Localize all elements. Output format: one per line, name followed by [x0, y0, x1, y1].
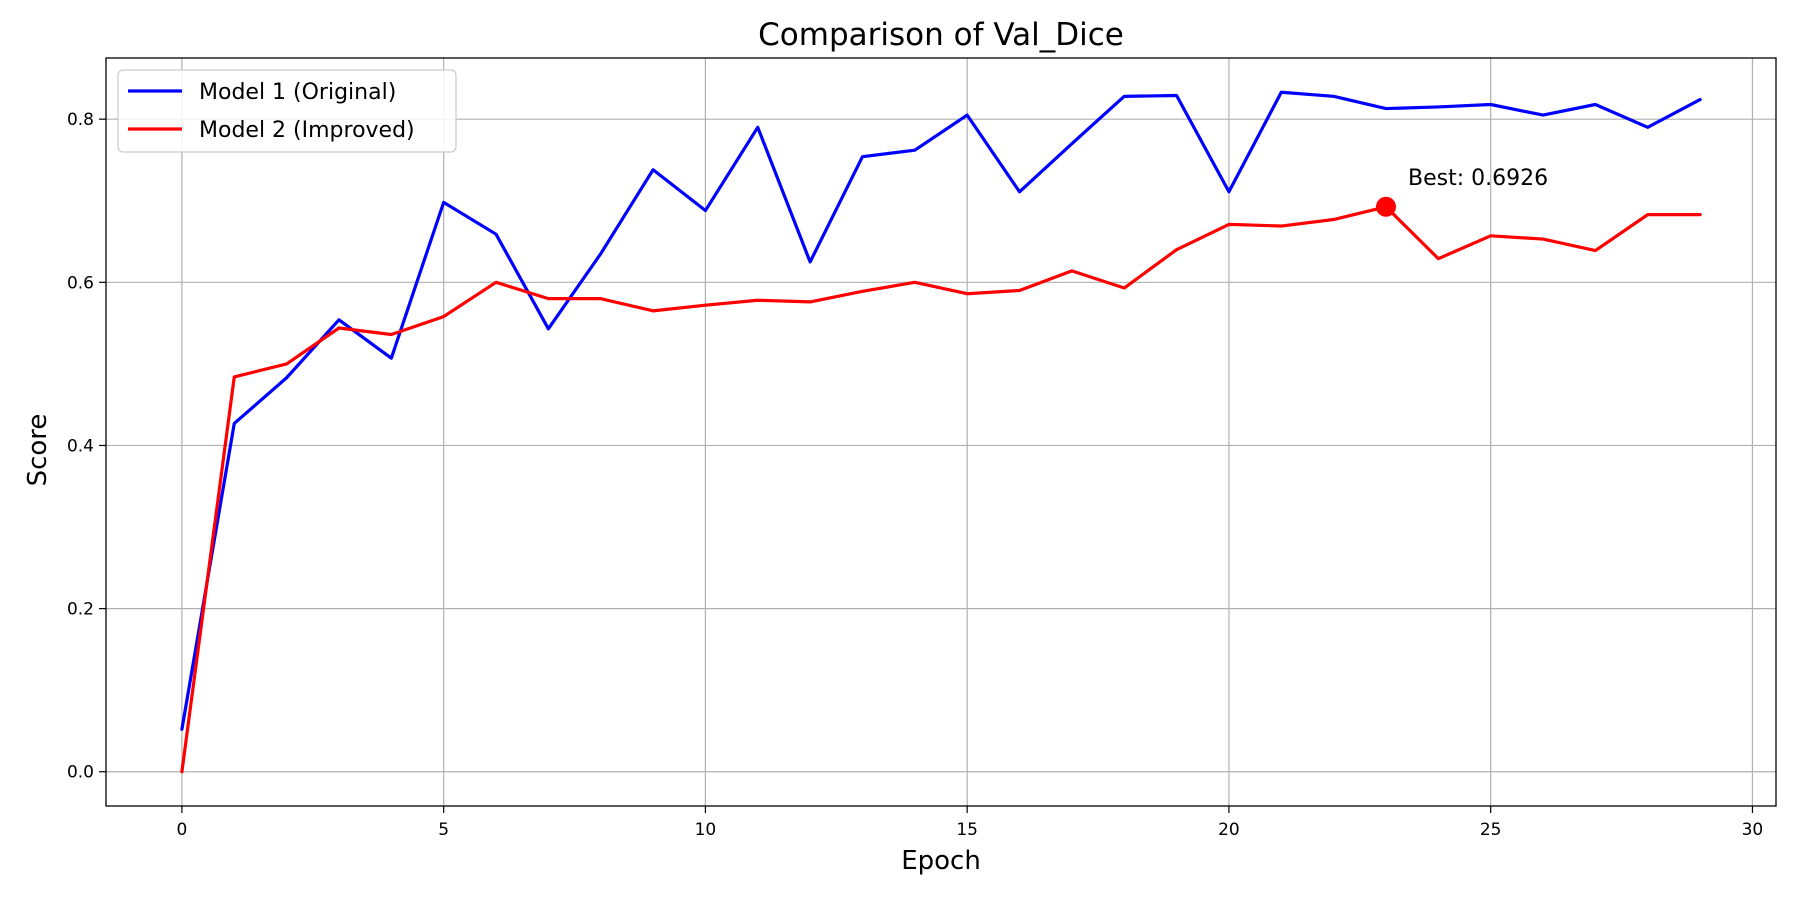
- legend-label-model-1: Model 1 (Original): [199, 80, 396, 105]
- y-tick-label: 0.4: [67, 436, 94, 456]
- y-tick-label: 0.8: [67, 110, 94, 130]
- series-lines: [180, 90, 1702, 774]
- legend: Model 1 (Original) Model 2 (Improved): [117, 69, 457, 153]
- y-tick-label: 0.0: [67, 763, 94, 783]
- best-annotation: Best: 0.6926: [1375, 166, 1548, 217]
- best-value-label: Best: 0.6926: [1408, 166, 1548, 191]
- legend-label-model-2: Model 2 (Improved): [199, 118, 415, 143]
- axis-ticks: 0 5 10 15 20 25 30 0.0 0.2 0.4 0.6 0.8: [67, 110, 1763, 840]
- x-tick-label: 10: [695, 820, 717, 840]
- plot-area-frame: [105, 57, 1777, 807]
- y-axis-label: Score: [23, 414, 53, 487]
- series-line-model-2: [180, 205, 1702, 774]
- chart-title: Comparison of Val_Dice: [758, 17, 1124, 53]
- series-line-model-1: [180, 90, 1702, 731]
- x-tick-label: 0: [176, 820, 187, 840]
- best-point-marker: [1375, 196, 1396, 217]
- y-tick-label: 0.2: [67, 600, 94, 620]
- x-tick-label: 30: [1742, 820, 1764, 840]
- x-tick-label: 20: [1218, 820, 1240, 840]
- y-tick-label: 0.6: [67, 273, 94, 293]
- legend-box: [117, 69, 457, 153]
- x-tick-label: 25: [1480, 820, 1502, 840]
- x-tick-label: 5: [438, 820, 449, 840]
- x-tick-label: 15: [956, 820, 978, 840]
- x-axis-label: Epoch: [901, 846, 981, 876]
